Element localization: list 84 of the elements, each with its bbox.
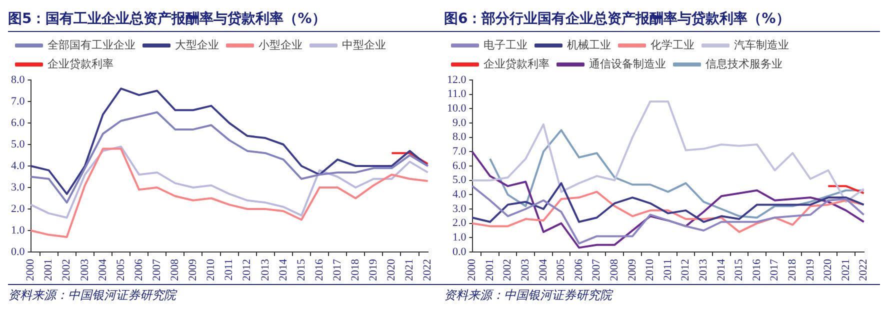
legend-label: 中型企业 bbox=[342, 38, 386, 52]
x-tick-label: 2013 bbox=[698, 258, 710, 281]
x-tick-label: 2020 bbox=[822, 258, 834, 281]
y-tick-label: 1.0 bbox=[11, 224, 26, 236]
legend-label: 企业贷款利率 bbox=[48, 57, 114, 70]
y-tick-label: 5.0 bbox=[11, 138, 26, 150]
x-tick-label: 2002 bbox=[60, 259, 73, 281]
y-tick-label: 4.0 bbox=[452, 188, 467, 201]
x-tick-label: 2020 bbox=[386, 258, 398, 281]
x-tick-label: 2017 bbox=[768, 258, 781, 281]
x-tick-label: 2015 bbox=[733, 258, 746, 281]
x-tick-label: 2016 bbox=[750, 258, 763, 281]
x-tick-label: 2011 bbox=[223, 259, 236, 281]
x-tick-label: 2008 bbox=[608, 258, 621, 281]
x-tick-label: 2003 bbox=[78, 258, 91, 281]
y-tick-label: 2.0 bbox=[452, 217, 467, 230]
x-tick-label: 2019 bbox=[804, 258, 816, 281]
x-tick-label: 2011 bbox=[662, 259, 674, 281]
x-tick-label: 2009 bbox=[187, 258, 200, 281]
legend-label: 大型企业 bbox=[175, 38, 219, 52]
x-tick-label: 2009 bbox=[626, 258, 638, 281]
x-tick-label: 2021 bbox=[840, 259, 852, 281]
chart-title: 图5：国有工业企业总资产报酬率与贷款利率（%） bbox=[8, 8, 444, 32]
x-tick-label: 2001 bbox=[484, 259, 496, 281]
text: 资料来源：中国银河证券研究院 bbox=[8, 287, 444, 304]
x-tick-label: 2004 bbox=[96, 258, 109, 281]
x-tick-label: 2008 bbox=[169, 258, 182, 281]
legend-label: 全部国有工业企业 bbox=[48, 38, 136, 52]
y-tick-label: 9.0 bbox=[452, 116, 467, 129]
y-tick-label: 12.0 bbox=[447, 74, 467, 86]
y-tick-label: 11.0 bbox=[447, 88, 467, 100]
y-tick-label: 1.0 bbox=[452, 232, 467, 244]
y-tick-label: 2.0 bbox=[11, 202, 26, 215]
x-tick-label: 2014 bbox=[277, 258, 290, 281]
x-tick-label: 2018 bbox=[786, 258, 798, 281]
x-tick-label: 2003 bbox=[520, 258, 532, 281]
legend-label: 企业贷款利率 bbox=[484, 57, 550, 70]
y-tick-label: 4.0 bbox=[11, 160, 26, 172]
y-tick-label: 3.0 bbox=[11, 181, 26, 194]
x-tick-label: 2012 bbox=[241, 259, 254, 281]
x-tick-label: 2021 bbox=[404, 259, 416, 281]
x-tick-label: 2016 bbox=[313, 258, 326, 281]
x-tick-label: 2022 bbox=[422, 259, 434, 281]
chart-title: 图6：部分行业国有企业总资产报酬率与贷款利率（%） bbox=[444, 8, 880, 32]
x-tick-label: 2004 bbox=[537, 258, 550, 281]
x-tick-label: 2002 bbox=[502, 259, 514, 281]
legend-label: 电子工业 bbox=[484, 38, 528, 52]
y-tick-label: 8.0 bbox=[452, 131, 467, 144]
x-tick-label: 2019 bbox=[368, 258, 380, 281]
y-tick-label: 6.0 bbox=[11, 116, 26, 129]
y-tick-label: 8.0 bbox=[11, 74, 26, 86]
legend-label: 化学工业 bbox=[650, 38, 694, 52]
x-tick-label: 2010 bbox=[205, 258, 218, 281]
x-tick-label: 2022 bbox=[858, 259, 870, 281]
x-tick-label: 2015 bbox=[295, 258, 308, 281]
y-tick-label: 0.0 bbox=[452, 246, 467, 258]
y-tick-label: 7.0 bbox=[452, 146, 467, 158]
x-tick-label: 2007 bbox=[590, 258, 603, 281]
legend-label: 小型企业 bbox=[258, 38, 302, 52]
legend-label: 信息技术服务业 bbox=[706, 57, 782, 70]
y-tick-label: 5.0 bbox=[452, 174, 467, 186]
y-tick-label: 0.0 bbox=[11, 246, 26, 258]
y-tick-label: 7.0 bbox=[11, 95, 26, 108]
x-tick-label: 2001 bbox=[42, 259, 55, 281]
y-tick-label: 10.0 bbox=[447, 102, 467, 115]
x-tick-label: 2000 bbox=[466, 258, 478, 281]
y-tick-label: 3.0 bbox=[452, 202, 467, 215]
text: 资料来源：中国银河证券研究院 bbox=[444, 287, 880, 304]
x-tick-label: 2017 bbox=[331, 258, 344, 281]
legend-label: 通信设备制造业 bbox=[589, 57, 666, 70]
x-tick-label: 2013 bbox=[259, 258, 272, 281]
x-tick-label: 2010 bbox=[644, 258, 656, 281]
x-tick-label: 2014 bbox=[715, 258, 728, 281]
x-tick-label: 2007 bbox=[150, 258, 163, 281]
x-tick-label: 2005 bbox=[114, 258, 127, 281]
legend-label: 机械工业 bbox=[567, 38, 611, 52]
x-tick-label: 2000 bbox=[24, 258, 37, 281]
x-tick-label: 2006 bbox=[572, 258, 585, 281]
legend-label: 汽车制造业 bbox=[734, 38, 789, 52]
x-tick-label: 2018 bbox=[350, 258, 362, 281]
x-tick-label: 2005 bbox=[555, 258, 568, 281]
x-tick-label: 2006 bbox=[132, 258, 145, 281]
y-tick-label: 6.0 bbox=[452, 160, 467, 172]
x-tick-label: 2012 bbox=[680, 259, 692, 281]
